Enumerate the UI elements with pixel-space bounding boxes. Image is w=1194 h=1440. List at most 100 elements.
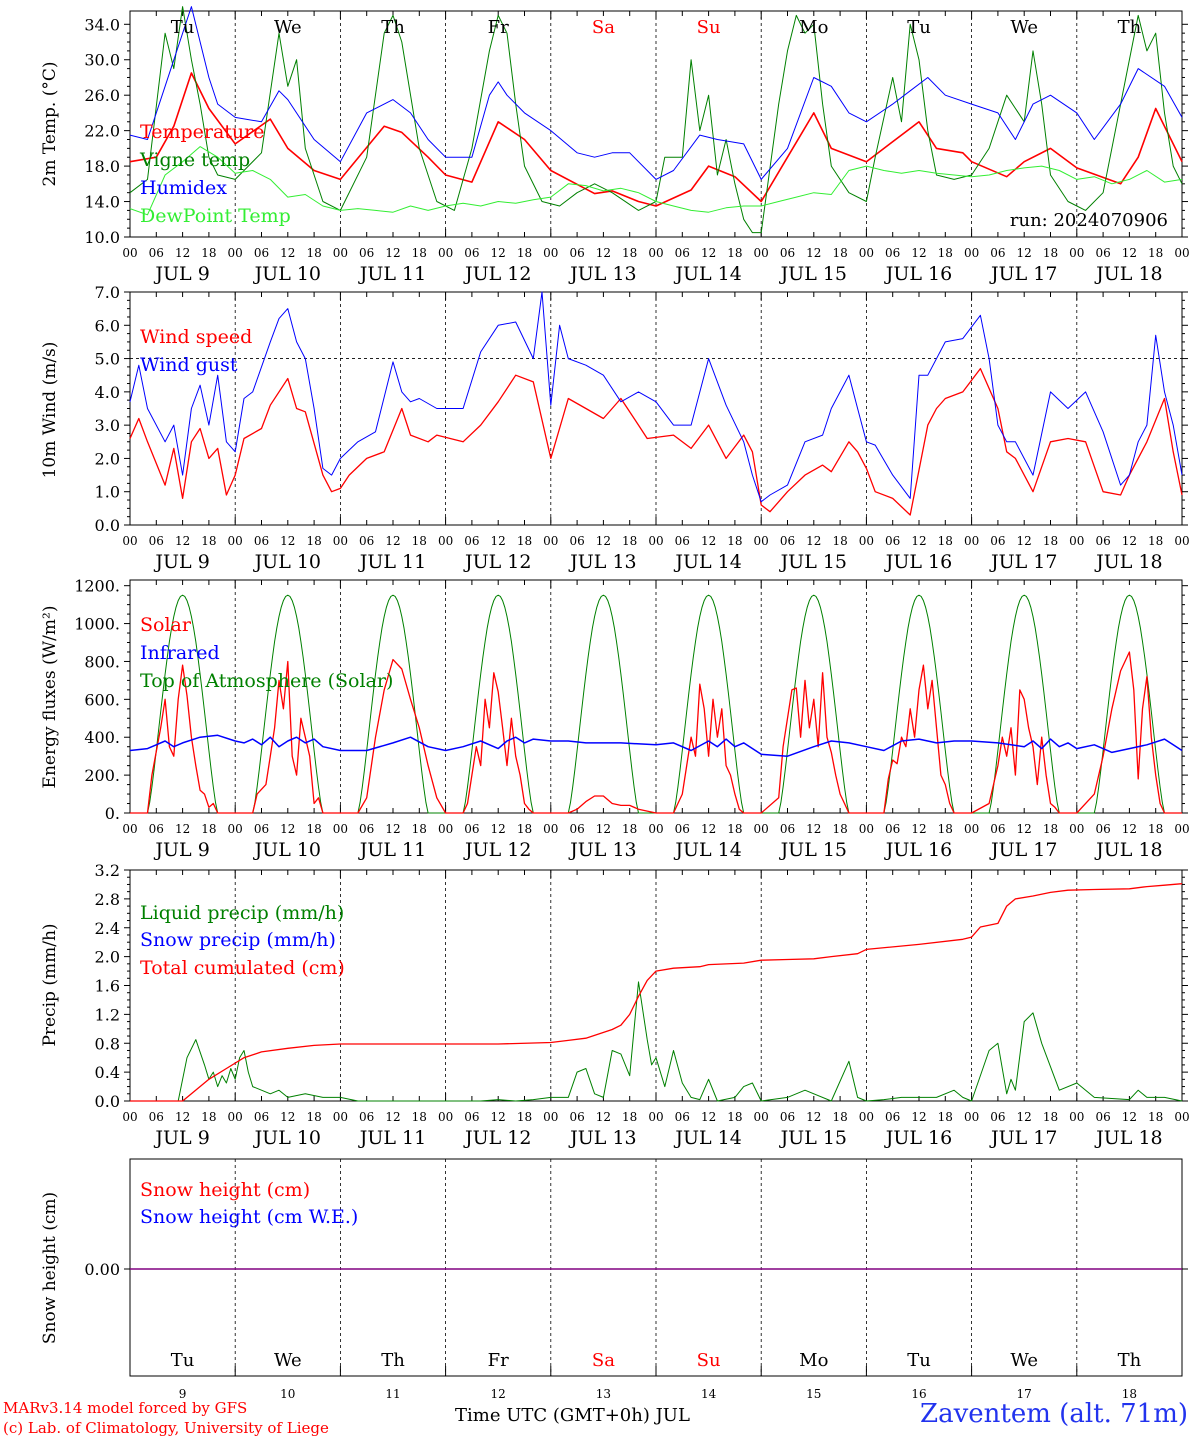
hour-label: 06 xyxy=(149,1110,164,1124)
hour-label: 12 xyxy=(596,822,611,836)
legend-entry: Liquid precip (mm/h) xyxy=(140,902,344,924)
hour-label: 12 xyxy=(280,822,295,836)
hour-label: 12 xyxy=(596,1110,611,1124)
hour-label: 06 xyxy=(885,822,900,836)
hour-label: 00 xyxy=(543,534,558,548)
weekday-label-bottom: Tu xyxy=(171,1350,195,1371)
hour-label: 06 xyxy=(675,1110,690,1124)
date-label: JUL 11 xyxy=(358,1127,426,1149)
hour-label: 12 xyxy=(596,534,611,548)
hour-label: 12 xyxy=(701,1110,716,1124)
date-label: JUL 18 xyxy=(1094,551,1162,573)
hour-label: 00 xyxy=(859,246,874,260)
hour-label: 18 xyxy=(412,1110,427,1124)
y-tick-label: 0.00 xyxy=(84,1260,120,1279)
hour-label: 18 xyxy=(727,534,742,548)
hour-label: 18 xyxy=(832,822,847,836)
hour-label: 12 xyxy=(1017,534,1032,548)
hour-label: 18 xyxy=(1148,1110,1163,1124)
series-line-0-0 xyxy=(129,72,1183,207)
hour-label: 06 xyxy=(885,246,900,260)
weekday-label-top: Tu xyxy=(907,17,931,38)
hour-label: 12 xyxy=(280,246,295,260)
y-tick-label: 34.0 xyxy=(84,15,120,34)
y-axis-label: 2m Temp. (°C) xyxy=(40,61,60,186)
legend-entry: DewPoint Temp xyxy=(140,205,291,227)
hour-label: 18 xyxy=(938,246,953,260)
weekday-label-top: We xyxy=(274,17,302,38)
y-tick-label: 7.0 xyxy=(95,283,120,302)
hour-label: 06 xyxy=(780,822,795,836)
hour-label: 12 xyxy=(175,246,190,260)
date-label: JUL 13 xyxy=(568,263,636,285)
y-tick-label: 5.0 xyxy=(95,350,120,369)
hour-label: 12 xyxy=(1017,822,1032,836)
date-label: JUL 15 xyxy=(779,839,847,861)
hour-label: 18 xyxy=(832,534,847,548)
series-line-3-1 xyxy=(130,883,1183,1102)
weekday-label-bottom: Th xyxy=(1118,1350,1142,1371)
weekday-label-bottom: Th xyxy=(381,1350,405,1371)
y-tick-label: 14.0 xyxy=(84,193,120,212)
hour-label: 06 xyxy=(149,822,164,836)
day-number: 12 xyxy=(491,1387,506,1401)
hour-label: 12 xyxy=(1122,1110,1137,1124)
hour-label: 00 xyxy=(1174,1110,1189,1124)
series-line-1-1 xyxy=(129,291,1183,503)
hour-label: 00 xyxy=(438,822,453,836)
hour-label: 06 xyxy=(885,1110,900,1124)
hour-label: 00 xyxy=(859,822,874,836)
hour-label: 06 xyxy=(464,822,479,836)
hour-label: 12 xyxy=(1122,822,1137,836)
hour-label: 12 xyxy=(806,1110,821,1124)
hour-label: 00 xyxy=(754,246,769,260)
hour-label: 12 xyxy=(175,534,190,548)
date-label: JUL 17 xyxy=(989,551,1057,573)
date-label: JUL 9 xyxy=(153,839,209,861)
hour-label: 12 xyxy=(385,246,400,260)
hour-label: 06 xyxy=(569,534,584,548)
hour-label: 06 xyxy=(1095,1110,1110,1124)
date-label: JUL 10 xyxy=(253,1127,321,1149)
y-axis-label: 10m Wind (m/s) xyxy=(40,342,60,479)
chart-panel-4: 0.00 Snow height (cm) Snow height (cm W.E.… xyxy=(40,1158,1188,1401)
date-label: JUL 13 xyxy=(568,839,636,861)
date-label: JUL 18 xyxy=(1094,839,1162,861)
hour-label: 12 xyxy=(701,534,716,548)
day-number: 9 xyxy=(179,1387,187,1401)
date-label: JUL 10 xyxy=(253,551,321,573)
hour-label: 12 xyxy=(280,1110,295,1124)
hour-label: 06 xyxy=(149,246,164,260)
hour-label: 06 xyxy=(149,534,164,548)
date-label: JUL 9 xyxy=(153,263,209,285)
hour-label: 06 xyxy=(885,534,900,548)
hour-label: 18 xyxy=(938,822,953,836)
hour-label: 18 xyxy=(622,822,637,836)
chart-panel-2: 00 06 12 18 00 06 12 18 00 06 12 18 00 06 12 18 00 06 12 18… xyxy=(40,577,1190,861)
weekday-label-bottom: We xyxy=(274,1350,302,1371)
hour-label: 06 xyxy=(990,822,1005,836)
hour-label: 06 xyxy=(569,246,584,260)
hour-label: 00 xyxy=(754,822,769,836)
weekday-label-top: We xyxy=(1010,17,1038,38)
date-label: JUL 15 xyxy=(779,263,847,285)
series-line-0-1 xyxy=(129,6,1183,234)
weekday-label-bottom: Fr xyxy=(488,1350,509,1371)
date-label: JUL 18 xyxy=(1094,263,1162,285)
y-tick-label: 2.0 xyxy=(95,449,120,468)
series-line-2-1 xyxy=(129,734,1183,757)
hour-label: 00 xyxy=(122,246,137,260)
hour-label: 00 xyxy=(1069,822,1084,836)
hour-label: 18 xyxy=(201,1110,216,1124)
series-line-3-0 xyxy=(130,981,1183,1102)
hour-label: 00 xyxy=(964,1110,979,1124)
hour-label: 00 xyxy=(754,534,769,548)
hour-label: 06 xyxy=(569,1110,584,1124)
hour-label: 12 xyxy=(701,246,716,260)
hour-label: 12 xyxy=(491,822,506,836)
weekday-label-top: Mo xyxy=(799,17,828,38)
hour-label: 06 xyxy=(780,246,795,260)
hour-label: 06 xyxy=(780,534,795,548)
hour-label: 12 xyxy=(806,246,821,260)
hour-label: 06 xyxy=(254,534,269,548)
